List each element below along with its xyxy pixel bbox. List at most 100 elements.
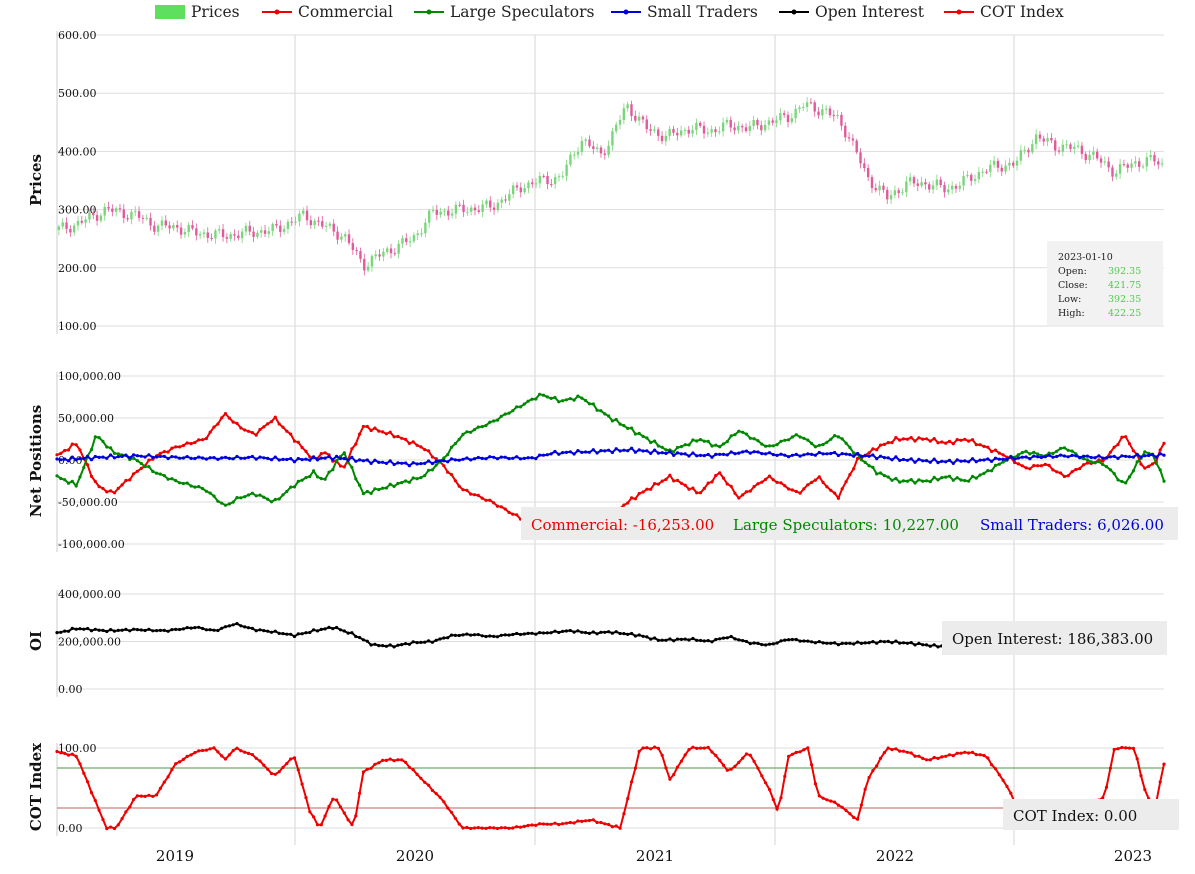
large-speculators-point bbox=[495, 418, 500, 422]
cot-index-point bbox=[645, 746, 649, 750]
candle-body bbox=[691, 130, 694, 134]
small-traders-point bbox=[216, 457, 220, 461]
small-traders-point bbox=[281, 457, 285, 461]
cot-index-point bbox=[817, 794, 821, 798]
small-traders-point bbox=[124, 453, 128, 457]
cot-index-point bbox=[829, 799, 833, 803]
cot-index-point bbox=[155, 793, 159, 797]
open-interest-point bbox=[518, 632, 523, 637]
large-speculators-point bbox=[1055, 449, 1059, 453]
readout-small-traders: Small Traders: 6,026.00 bbox=[980, 516, 1164, 534]
large-speculators-point bbox=[93, 435, 97, 439]
candle-body bbox=[618, 119, 622, 125]
small-traders-point bbox=[775, 453, 779, 457]
candle-body bbox=[1073, 146, 1076, 149]
ylabel-net-positions: Net Positions bbox=[27, 404, 45, 518]
candle-body bbox=[351, 243, 355, 251]
small-traders-point bbox=[89, 458, 94, 462]
legend-item-cot-index[interactable]: COT Index bbox=[944, 2, 1064, 22]
open-interest-point bbox=[721, 636, 726, 640]
legend-item-large-speculators[interactable]: Large Speculators bbox=[414, 2, 594, 22]
candle-body bbox=[225, 237, 229, 239]
large-speculators-point bbox=[515, 405, 519, 409]
commercial-point bbox=[63, 448, 67, 453]
commercial-point bbox=[1055, 470, 1059, 474]
commercial-point bbox=[446, 470, 450, 474]
commercial-point bbox=[266, 422, 270, 426]
legend-item-prices[interactable]: Prices bbox=[155, 2, 240, 22]
open-interest-point bbox=[70, 626, 74, 631]
candle-body bbox=[702, 125, 706, 134]
cot-index-point bbox=[216, 750, 220, 754]
small-traders-point bbox=[863, 454, 867, 458]
cot-index-point bbox=[526, 823, 530, 828]
candle-body bbox=[939, 179, 942, 186]
small-traders-point bbox=[641, 449, 645, 453]
open-interest-point bbox=[695, 638, 699, 643]
legend-item-open-interest[interactable]: Open Interest bbox=[779, 2, 924, 22]
large-speculators-point bbox=[963, 479, 967, 483]
candle-body bbox=[275, 223, 278, 226]
open-interest-point bbox=[875, 641, 879, 645]
large-speculators-point bbox=[936, 478, 940, 482]
cot-index-point bbox=[767, 787, 772, 792]
large-speculators-point bbox=[361, 492, 365, 496]
small-traders-point bbox=[607, 448, 611, 452]
large-speculators-point bbox=[894, 476, 898, 481]
commercial-point bbox=[787, 487, 791, 491]
cot-index-point bbox=[55, 749, 59, 754]
cot-index-point bbox=[63, 751, 67, 756]
large-speculators-point bbox=[147, 465, 151, 469]
large-speculators-point bbox=[779, 439, 783, 443]
commercial-point bbox=[886, 441, 890, 445]
candle-body bbox=[557, 176, 561, 178]
large-speculators-point bbox=[231, 500, 235, 504]
candle-body bbox=[72, 225, 76, 233]
small-traders-point bbox=[507, 457, 511, 461]
candle-body bbox=[962, 176, 965, 186]
large-speculators-point bbox=[974, 476, 978, 480]
commercial-point bbox=[641, 490, 645, 494]
cot-index-point bbox=[756, 766, 760, 770]
large-speculators-point bbox=[315, 475, 320, 479]
commercial-point bbox=[377, 429, 381, 433]
large-speculators-point bbox=[327, 470, 331, 474]
large-speculators-point bbox=[568, 397, 572, 401]
cot-index-point bbox=[541, 822, 546, 826]
cot-index-point bbox=[928, 758, 932, 762]
commercial-point bbox=[204, 436, 208, 441]
large-speculators-point bbox=[369, 491, 373, 495]
open-interest-point bbox=[315, 629, 320, 633]
small-traders-point bbox=[1131, 455, 1135, 459]
large-speculators-point bbox=[335, 459, 339, 463]
small-traders-point bbox=[978, 458, 982, 462]
tooltip-high-value: 422.25 bbox=[1108, 308, 1142, 319]
commercial-point bbox=[779, 481, 783, 485]
open-interest-point bbox=[342, 629, 346, 633]
open-interest-point bbox=[798, 639, 802, 643]
small-traders-point bbox=[243, 456, 247, 460]
cot-index-point bbox=[878, 756, 883, 761]
commercial-point bbox=[86, 463, 90, 467]
legend-item-small-traders[interactable]: Small Traders bbox=[611, 2, 758, 22]
commercial-point bbox=[323, 451, 327, 455]
large-speculators-point bbox=[243, 495, 247, 499]
candle-body bbox=[347, 234, 351, 244]
candle-body bbox=[317, 220, 320, 222]
legend-item-commercial[interactable]: Commercial bbox=[262, 2, 393, 22]
commercial-point bbox=[1120, 435, 1124, 439]
small-traders-point bbox=[725, 453, 729, 457]
commercial-point bbox=[656, 482, 661, 486]
cot-index-point bbox=[365, 767, 369, 771]
cot-index-point bbox=[193, 751, 197, 755]
large-speculators-point bbox=[289, 485, 293, 489]
commercial-point bbox=[342, 465, 346, 469]
large-speculators-point bbox=[1154, 461, 1158, 465]
candle-body bbox=[416, 233, 419, 236]
large-speculators-point bbox=[813, 445, 818, 449]
candle-body bbox=[1054, 140, 1057, 151]
large-speculators-point bbox=[112, 451, 117, 455]
commercial-point bbox=[120, 483, 124, 487]
open-interest-point bbox=[86, 626, 90, 631]
open-interest-point bbox=[691, 636, 695, 641]
